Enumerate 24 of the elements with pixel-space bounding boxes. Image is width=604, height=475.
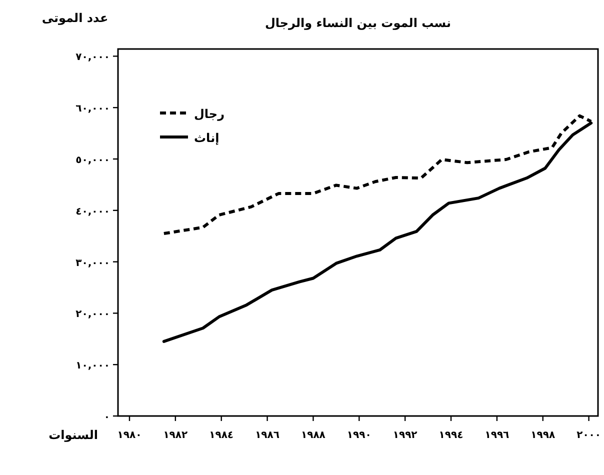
y-tick-label: ٢٠,٠٠٠	[76, 309, 110, 320]
x-tick-label: ١٩٩٤	[438, 430, 464, 441]
y-tick-label: ٧٠,٠٠٠	[76, 52, 110, 64]
y-tick-label: ٤٠,٠٠٠	[76, 206, 110, 218]
x-tick-label: ١٩٩٨	[530, 430, 556, 441]
x-tick-label: ١٩٩٠	[346, 430, 372, 441]
x-axis-title: السنوات	[48, 428, 98, 442]
legend-label: إناث	[194, 131, 220, 145]
y-tick-label: ٦٠,٠٠٠	[76, 104, 110, 115]
x-tick-label: ١٩٨٨	[301, 430, 326, 441]
x-tick-label: ٢٠٠٠	[576, 430, 602, 441]
y-tick-label: ١٠,٠٠٠	[76, 360, 110, 372]
legend-label: رجال	[194, 107, 225, 121]
y-tick-label: ٣٠,٠٠٠	[76, 258, 110, 269]
x-tick-label: ١٩٨٢	[163, 430, 188, 441]
y-tick-label: ٥٠,٠٠٠	[76, 154, 110, 166]
y-tick-label: ٠	[104, 412, 110, 423]
x-tick-label: ١٩٨٦	[255, 430, 280, 441]
x-tick-label: ١٩٨٤	[209, 430, 234, 441]
x-tick-label: ١٩٩٦	[484, 430, 510, 441]
y-axis-title: عدد الموتى	[42, 11, 108, 25]
x-tick-label: ١٩٩٢	[392, 430, 418, 441]
chart-title: نسب الموت بين النساء والرجال	[264, 16, 452, 30]
x-tick-label: ١٩٨٠	[117, 430, 142, 441]
